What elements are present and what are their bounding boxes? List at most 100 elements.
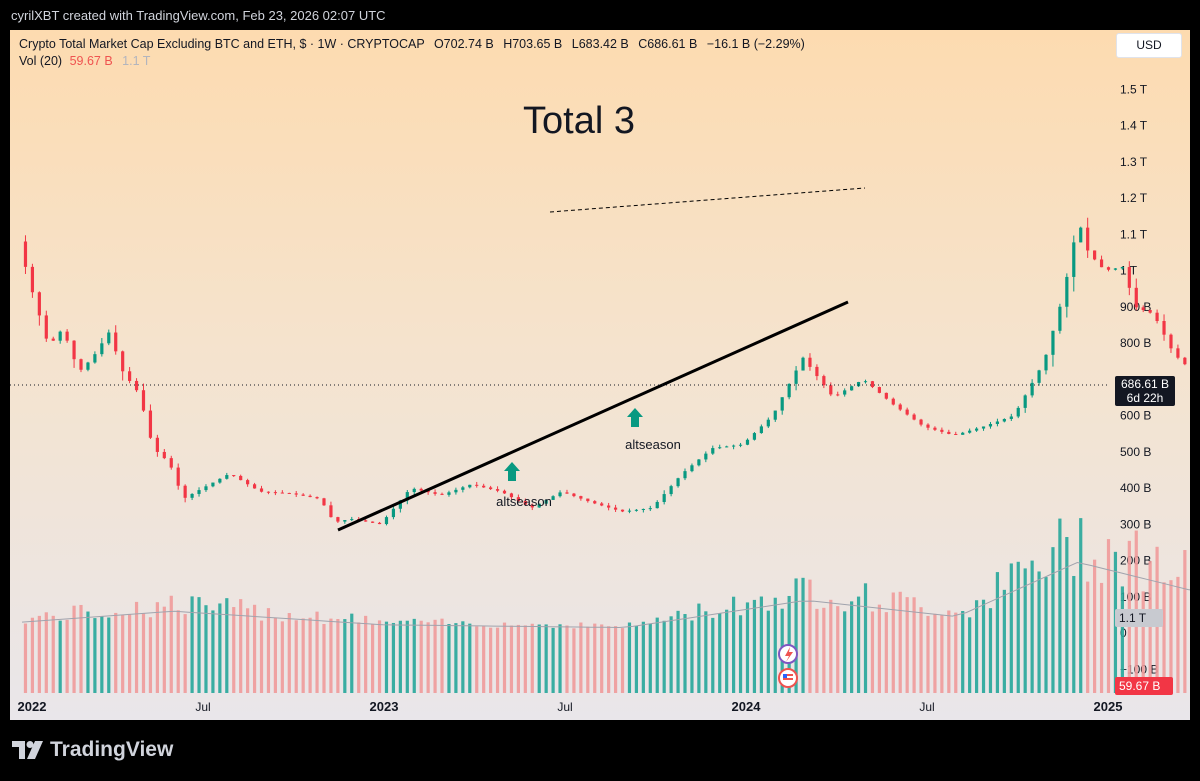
volume-bar xyxy=(377,620,382,693)
volume-bar xyxy=(613,626,618,693)
volume-bar xyxy=(558,624,562,693)
volume-bar xyxy=(732,596,736,693)
legend-low: L683.42 B xyxy=(571,37,629,51)
candle-body xyxy=(1009,416,1013,419)
volume-bar xyxy=(44,612,48,693)
candle-body xyxy=(384,517,389,525)
candle-body xyxy=(586,498,590,502)
volume-bar xyxy=(183,614,187,693)
volume-bar xyxy=(343,619,347,693)
candle-body xyxy=(218,478,222,483)
legend-change: −16.1 B (−2.29%) xyxy=(706,37,805,51)
support-trendline[interactable] xyxy=(337,300,849,532)
candle-body xyxy=(343,520,347,522)
volume-bar xyxy=(287,613,291,693)
resistance-trendline[interactable] xyxy=(549,187,866,213)
volume-bar xyxy=(981,599,986,693)
candle-body xyxy=(974,428,979,431)
candle-body xyxy=(1037,370,1041,383)
volume-bar xyxy=(384,621,389,693)
candle-body xyxy=(232,475,236,477)
candle-body xyxy=(593,501,597,504)
volume-tag[interactable] xyxy=(1115,677,1173,695)
volume-bar xyxy=(58,620,62,693)
volume-bar xyxy=(93,618,97,693)
candle-body xyxy=(176,467,180,486)
time-axis-label: 2024 xyxy=(732,699,762,714)
candle-body xyxy=(988,423,993,427)
candle-body xyxy=(350,519,354,521)
candle-body xyxy=(669,486,673,495)
candle-body xyxy=(259,488,264,492)
candle-body xyxy=(933,427,937,430)
symbol-name[interactable]: Crypto Total Market Cap Excluding BTC an… xyxy=(19,37,425,51)
volume-bar xyxy=(940,615,944,693)
volume-bar xyxy=(579,622,583,693)
candle-body xyxy=(1120,267,1124,269)
candle-body xyxy=(940,429,944,432)
volume-bar xyxy=(1016,561,1020,693)
legend-open: O702.74 B xyxy=(433,37,494,51)
volume-legend[interactable]: Vol (20) 59.67 B 1.1 T xyxy=(19,54,150,68)
footer: TradingView xyxy=(0,720,1200,781)
tradingview-logo[interactable]: TradingView xyxy=(12,738,173,762)
volume-value: 59.67 B xyxy=(1119,679,1160,693)
candle-body xyxy=(801,357,805,371)
time-axis-label: Jul xyxy=(557,700,572,714)
volume-bar xyxy=(1106,539,1111,693)
volume-bar xyxy=(370,624,375,693)
volume-bar xyxy=(79,604,83,693)
volume-legend-ma: 1.1 T xyxy=(122,54,151,68)
volume-legend-label[interactable]: Vol (20) xyxy=(19,54,63,68)
candle-body xyxy=(572,493,576,497)
volume-bar xyxy=(620,628,625,693)
volume-bar xyxy=(919,607,923,693)
last-price-tag[interactable] xyxy=(1115,376,1175,406)
credit-text: cyrilXBT created with TradingView.com, F… xyxy=(11,8,386,23)
volume-bar xyxy=(738,615,743,693)
candle-body xyxy=(121,351,125,372)
candle-body xyxy=(600,503,604,506)
volume-bar xyxy=(433,619,437,693)
volume-ma-tag[interactable] xyxy=(1115,609,1163,627)
volume-bar xyxy=(502,622,507,693)
currency-button[interactable]: USD xyxy=(1116,33,1182,58)
symbol-legend[interactable]: Crypto Total Market Cap Excluding BTC an… xyxy=(19,37,805,51)
volume-bar xyxy=(155,602,159,693)
candle-body xyxy=(912,414,916,420)
candle-body xyxy=(51,338,55,341)
volume-bar xyxy=(239,599,243,693)
volume-bar xyxy=(197,597,201,693)
tradingview-logo-icon xyxy=(12,741,43,759)
volume-bar xyxy=(72,605,76,693)
volume-bar xyxy=(461,621,465,693)
volume-bar xyxy=(225,598,229,693)
candle-body xyxy=(495,489,500,491)
price-axis-label: 1.2 T xyxy=(1120,191,1148,205)
volume-bar xyxy=(593,623,597,693)
volume-bar xyxy=(1065,537,1069,693)
candle-body xyxy=(86,362,90,370)
candle-body xyxy=(926,424,930,428)
candle-body xyxy=(30,266,35,293)
price-axis-label: 400 B xyxy=(1120,481,1151,495)
volume-bar xyxy=(877,604,881,693)
volume-bar xyxy=(315,611,319,693)
candle-body xyxy=(454,489,458,493)
candle-body xyxy=(732,445,736,447)
flag-stripe xyxy=(783,674,793,676)
legend-close: C686.61 B xyxy=(638,37,698,51)
volume-bar xyxy=(23,623,28,693)
volume-bar xyxy=(655,617,659,693)
candle-body xyxy=(850,386,854,391)
candle-body xyxy=(808,357,812,367)
volume-bar xyxy=(801,577,805,693)
time-axis-label: 2022 xyxy=(18,699,47,714)
candle-body xyxy=(1002,418,1006,422)
volume-bar xyxy=(329,618,333,693)
candle-body xyxy=(1079,227,1083,243)
volume-bar xyxy=(148,617,153,693)
volume-bar xyxy=(926,615,930,693)
